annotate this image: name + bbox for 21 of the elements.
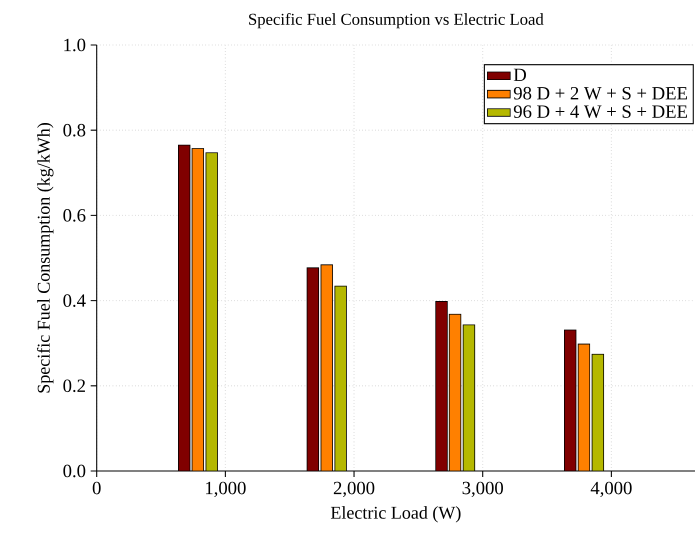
chart-title: Specific Fuel Consumption vs Electric Load	[249, 13, 544, 28]
bar	[462, 324, 476, 471]
x-tick-label: 4,000	[590, 482, 632, 497]
y-tick-label: 0.8	[63, 124, 86, 137]
x-axis-title: Electric Load (W)	[330, 506, 461, 522]
x-tick-label: 2,000	[334, 482, 374, 497]
y-tick-label: 0.2	[63, 379, 85, 392]
bar	[592, 354, 604, 471]
y-axis-title: Specific Fuel Consumption (kg/kWh)	[36, 123, 54, 393]
y-tick-label: 1.0	[64, 38, 86, 52]
y-tick-label: 0.0	[63, 464, 86, 478]
bar	[334, 286, 347, 471]
x-tick-label: 0	[92, 482, 101, 494]
y-tick-label: 0.4	[63, 294, 86, 307]
legend-label: 96 D + 4 W + S + DEE	[514, 105, 688, 118]
y-tick-label: 0.6	[63, 209, 86, 222]
bar	[206, 152, 218, 471]
legend-label: 98 D + 2 W + S + DEE	[514, 86, 688, 100]
x-tick-label: 3,000	[462, 482, 503, 497]
legend-label: D	[514, 68, 526, 81]
x-tick-label: 1,000	[206, 482, 246, 497]
